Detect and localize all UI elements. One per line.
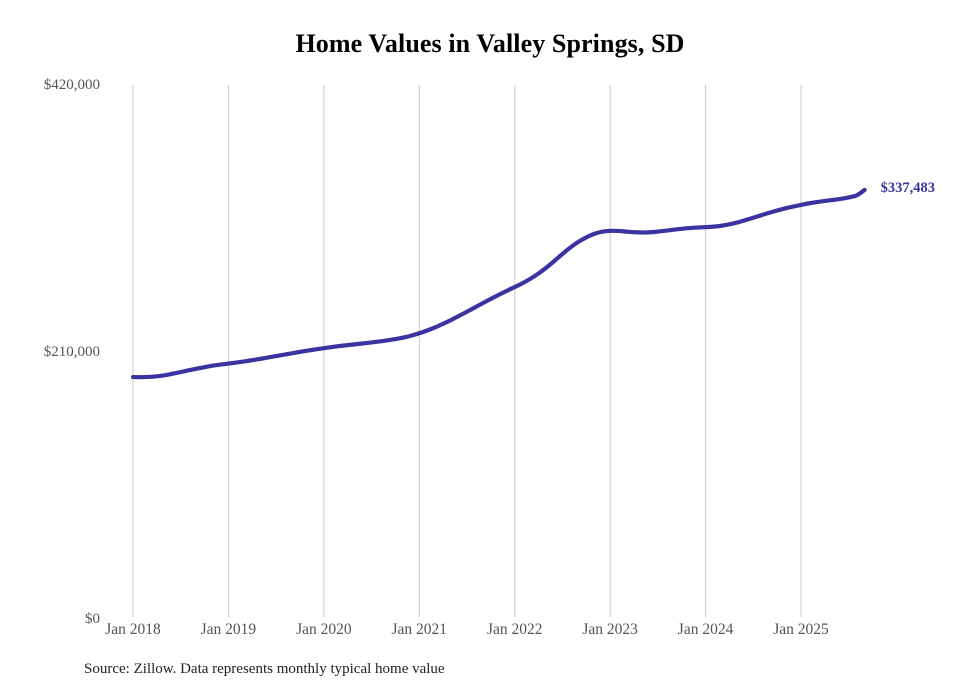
x-axis-tick-label: Jan 2023 [582,621,638,638]
value-line-series [130,187,867,380]
y-axis-tick-label-bottom: $0 [85,611,100,627]
gridlines [132,85,802,617]
y-axis-tick-label-mid: $210,000 [43,344,100,360]
source-note: Source: Zillow. Data represents monthly … [84,661,445,677]
x-axis-tick-label: Jan 2024 [677,621,734,638]
x-axis-tick-label: Jan 2021 [391,621,448,638]
y-axis-tick-label-top: $420,000 [43,77,100,93]
x-axis-tick-label: Jan 2022 [486,621,543,638]
x-axis-tick-label: Jan 2025 [773,621,829,638]
x-axis-tick-label: Jan 2018 [105,621,161,638]
chart-title: Home Values in Valley Springs, SD [295,29,685,58]
end-value-annotation: $337,483 [880,179,935,196]
x-axis-tick-label: Jan 2019 [200,621,257,638]
x-axis-tick-label: Jan 2020 [296,621,352,638]
